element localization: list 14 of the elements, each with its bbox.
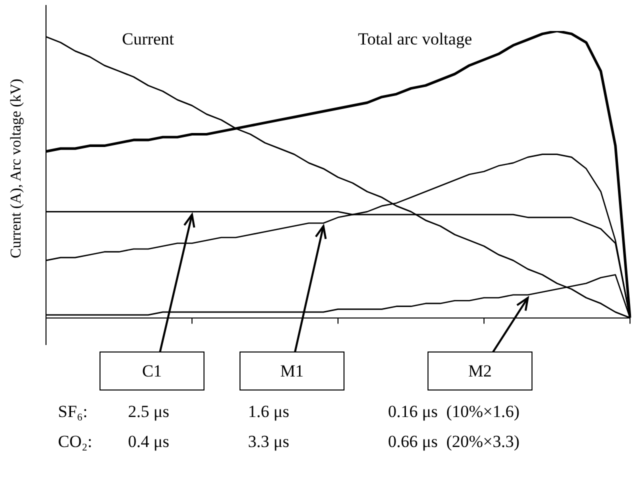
text: SF₆: (58, 402, 88, 422)
text: 0.16 μs (10%×1.6) (388, 402, 520, 422)
text: 1.6 μs (248, 402, 290, 422)
text: CO₂: (58, 432, 92, 452)
text: C1 (142, 361, 162, 380)
text: 3.3 μs (248, 432, 290, 452)
text: 0.66 μs (20%×3.3) (388, 432, 520, 452)
text: M2 (468, 361, 492, 380)
text: 2.5 μs (128, 402, 170, 422)
series-label: Current (122, 29, 174, 48)
series-label: Total arc voltage (358, 29, 472, 48)
text: M1 (280, 361, 304, 380)
y-axis-title: Current (A), Arc voltage (kV) (8, 78, 26, 260)
text: 0.4 μs (128, 432, 170, 452)
